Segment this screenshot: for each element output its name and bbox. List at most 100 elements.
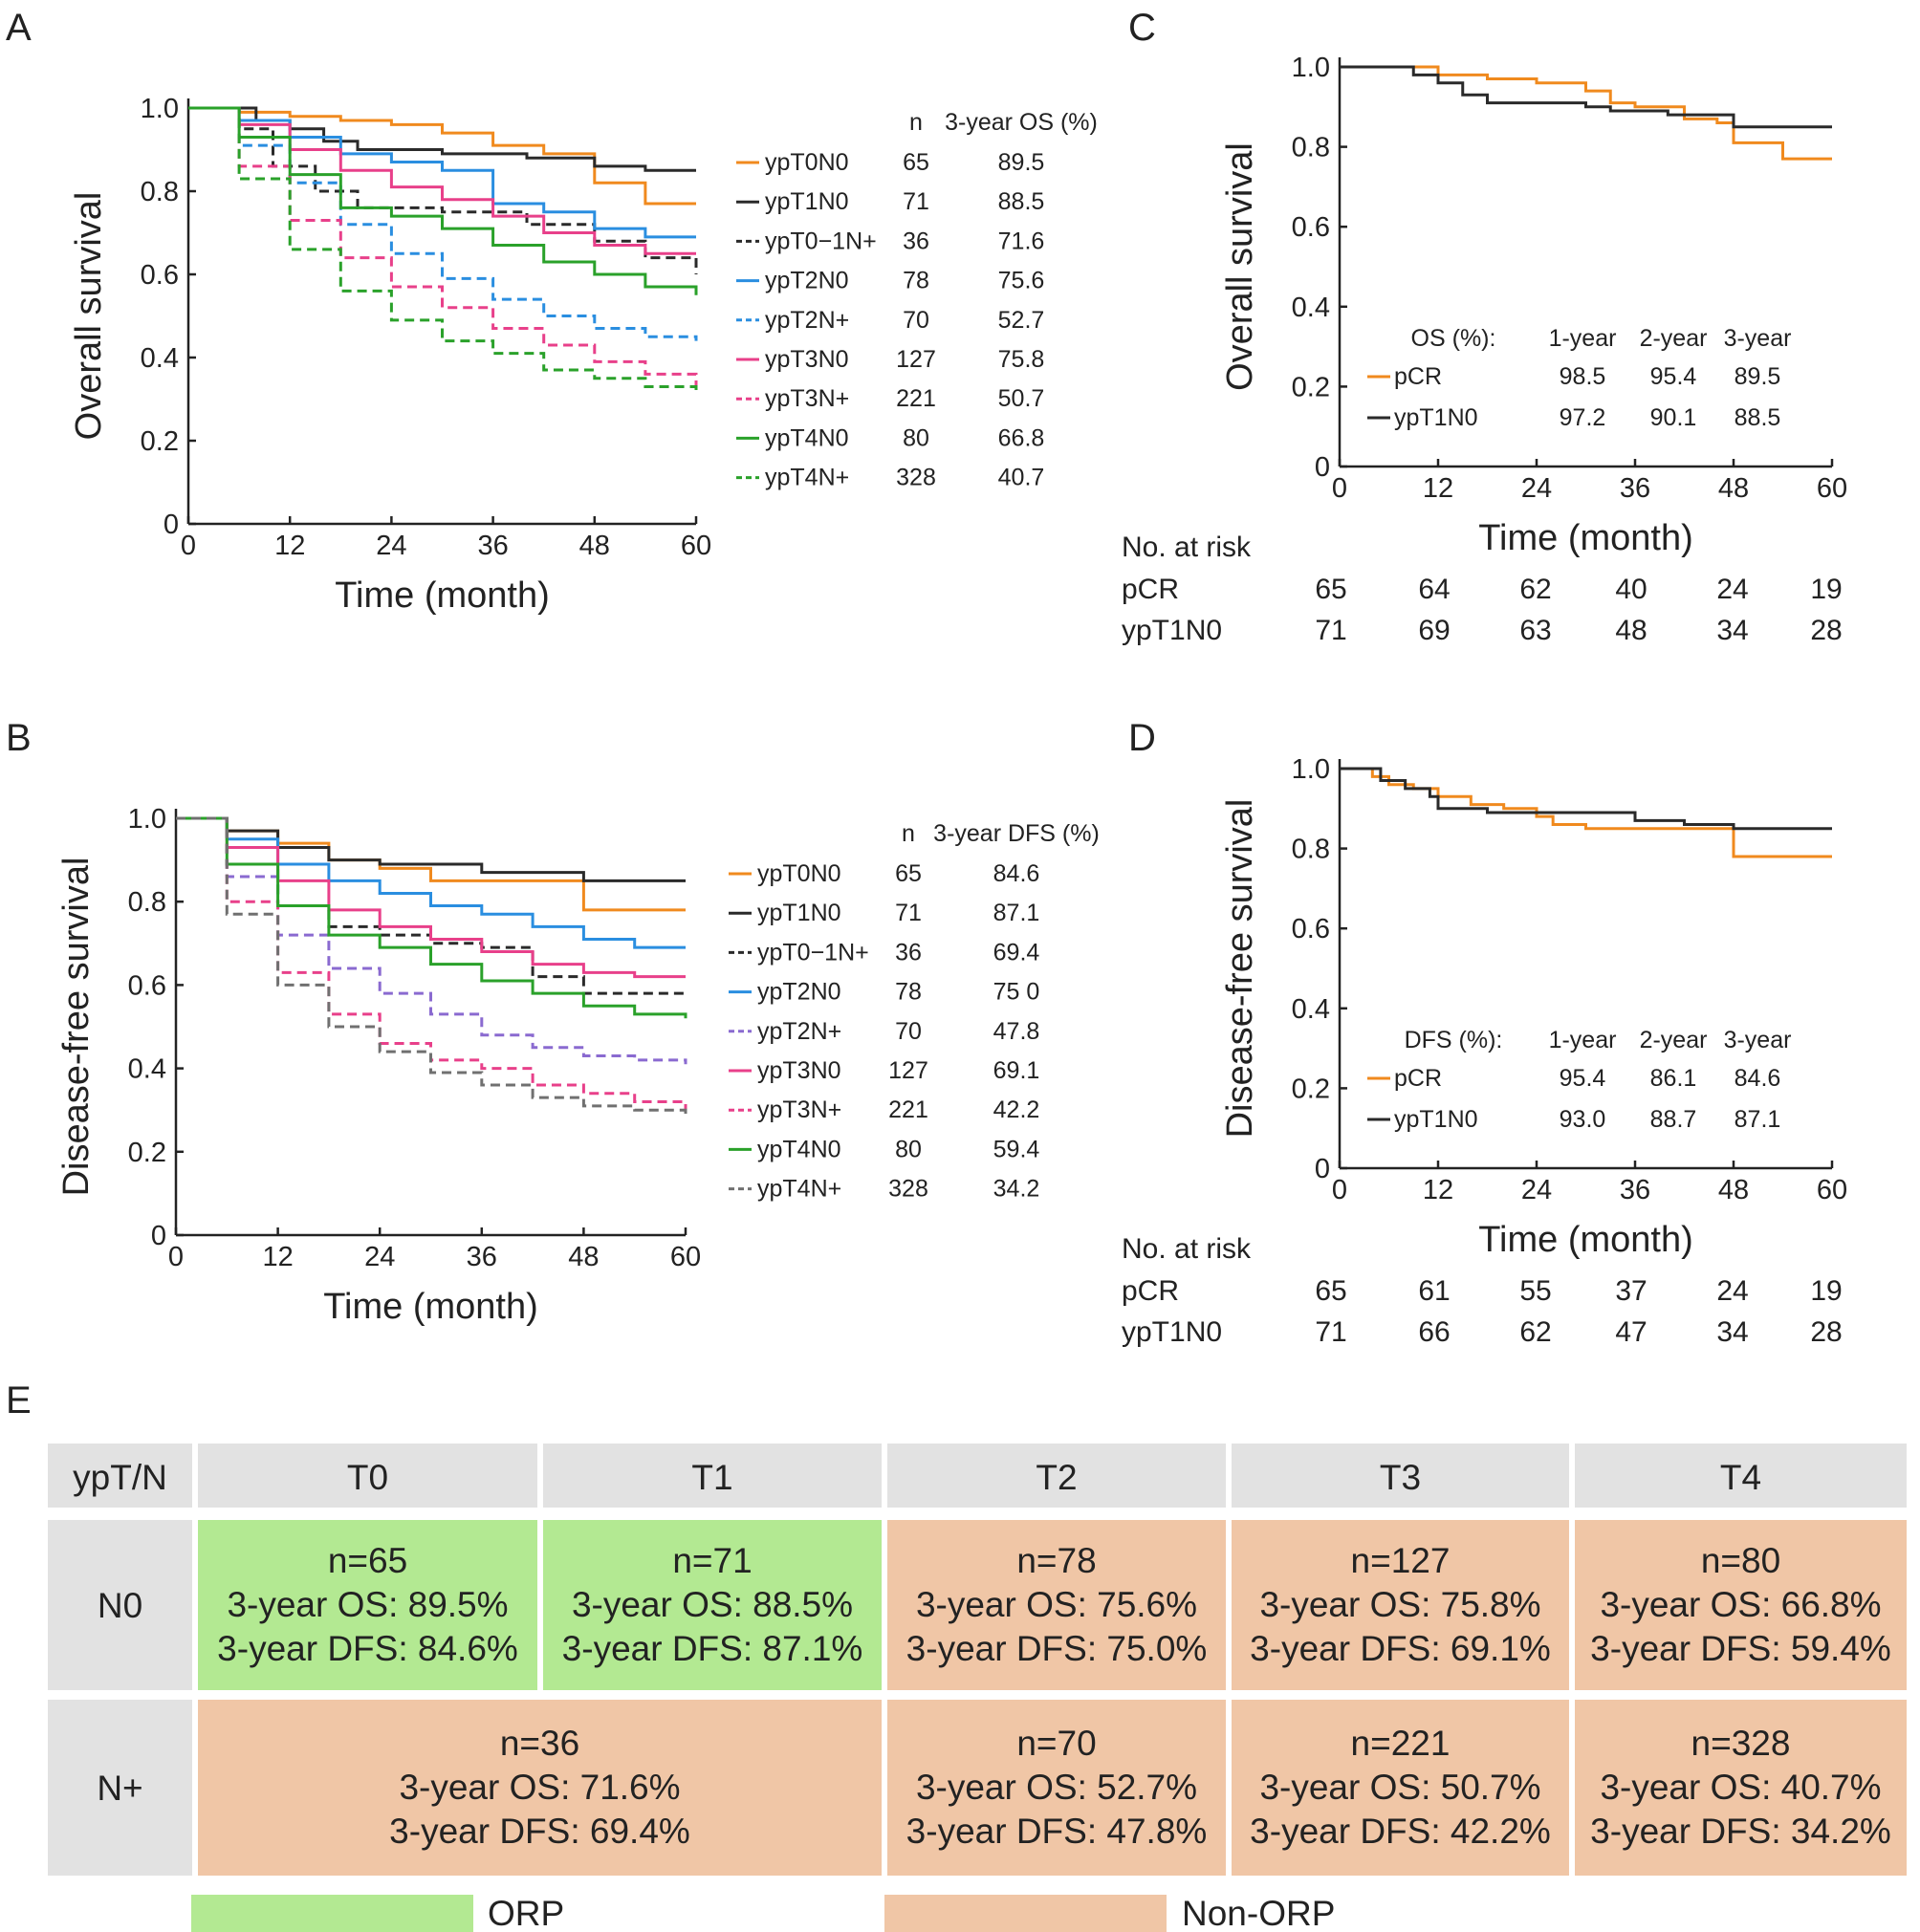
x-tick-label-d: 36 [1620,1175,1650,1205]
km-curve-b-ypt2n [176,816,687,1065]
cell-os: 3-year OS: 89.5% [227,1585,508,1624]
legend-n-a: 71 [903,188,929,215]
panel-label-b: B [6,717,32,759]
table-row-header-cell [48,1520,192,1690]
cell-n: n=221 [1351,1724,1451,1763]
risk-value-d: 28 [1810,1316,1842,1348]
cell-os: 3-year OS: 88.5% [572,1585,853,1624]
cell-n: n=78 [1016,1541,1096,1580]
legend-value-a: 66.8 [998,424,1045,451]
y-tick-label-c: 0 [1315,452,1330,483]
legend-n-a: 80 [903,424,929,451]
legend-name-a: ypT4N+ [765,465,849,491]
table-cell [1232,1700,1569,1876]
km-curve-a-ypt3n0 [188,106,696,255]
y-tick-label-b: 0.4 [128,1054,166,1085]
risk-value-c: 40 [1615,574,1647,605]
risk-value-d: 37 [1615,1275,1647,1307]
legend-n-b: 127 [888,1057,928,1084]
legend-n-b: 221 [888,1096,928,1123]
legend-name-b: ypT3N+ [757,1096,841,1123]
y-tick-label-a: 0 [164,510,179,540]
legend-value-a: 52.7 [998,307,1045,334]
y-tick-label-c: 0.2 [1292,372,1330,402]
table-cell [543,1520,882,1690]
legend-swatch-non-orp [884,1895,1167,1932]
legend-name-a: ypT3N+ [765,385,849,412]
legend-value-b: 34.2 [993,1176,1040,1203]
y-tick-label-d: 0.6 [1292,914,1330,944]
x-tick-label-c: 48 [1718,473,1749,504]
y-tick-label-b: 0 [151,1221,166,1251]
table-cell [887,1520,1226,1690]
legend-label-orp: ORP [488,1894,564,1932]
y-tick-label-a: 0.6 [141,260,179,291]
risk-value-d: 55 [1519,1275,1551,1307]
risk-row-label-c: ypT1N0 [1122,615,1222,646]
x-axis-label-b: Time (month) [323,1287,538,1327]
risk-value-d: 47 [1615,1316,1647,1348]
legend-value-b: 59.4 [993,1136,1040,1162]
y-tick-label-c: 0.6 [1292,212,1330,243]
risk-value-d: 62 [1519,1316,1551,1348]
km-curve-b-ypt4n [176,816,687,1115]
legend-n-a: 65 [903,149,929,176]
km-curve-a-ypt4n0 [188,106,698,295]
x-tick-label-c: 12 [1423,473,1453,504]
legend-name-b: ypT2N0 [757,979,841,1006]
panel-label-a: A [6,7,32,49]
legend-header-value-b: 3-year DFS (%) [933,820,1100,847]
legend-n-a: 221 [896,385,936,412]
legend-name-d: ypT1N0 [1394,1106,1478,1133]
legend-name-c: ypT1N0 [1394,404,1478,431]
y-tick-label-d: 0.8 [1292,835,1330,865]
x-tick-label-d: 48 [1718,1175,1749,1205]
x-tick-label-a: 24 [376,531,406,561]
x-axis-label-c: Time (month) [1478,518,1693,558]
x-axis-label-d: Time (month) [1478,1220,1693,1260]
stats-value-c: 97.2 [1560,404,1606,431]
risk-value-c: 63 [1519,615,1551,646]
legend-name-a: ypT0N0 [765,149,849,176]
table-header-label: T4 [1720,1458,1761,1497]
table-header-cell [1232,1444,1569,1508]
legend-value-b: 42.2 [993,1096,1040,1123]
legend-value-b: 47.8 [993,1018,1040,1045]
y-tick-label-c: 0.8 [1292,133,1330,163]
legend-name-b: ypT3N0 [757,1057,841,1084]
table-corner-cell [48,1444,192,1508]
y-tick-label-b: 0.8 [128,887,166,918]
stats-value-d: 86.1 [1650,1065,1697,1092]
risk-value-c: 28 [1810,615,1842,646]
stats-value-d: 84.6 [1735,1065,1781,1092]
table-header-cell [1575,1444,1907,1508]
legend-n-b: 80 [895,1136,922,1162]
x-tick-label-b: 0 [168,1242,184,1272]
stats-value-c: 90.1 [1650,404,1697,431]
y-tick-label-b: 0.2 [128,1138,166,1168]
risk-value-c: 48 [1615,615,1647,646]
risk-table-title-d: No. at risk [1122,1233,1252,1265]
y-tick-label-a: 0.4 [141,343,179,374]
cell-n: n=328 [1691,1724,1791,1763]
risk-value-d: 19 [1810,1275,1842,1307]
cell-dfs: 3-year DFS: 84.6% [217,1629,518,1668]
stats-header-d: 2-year [1640,1027,1708,1053]
risk-value-c: 69 [1418,615,1450,646]
cell-n: n=70 [1016,1724,1096,1763]
risk-value-d: 24 [1716,1275,1748,1307]
risk-row-label-c: pCR [1122,574,1179,605]
risk-value-d: 65 [1315,1275,1346,1307]
y-tick-label-b: 0.6 [128,970,166,1001]
risk-value-d: 34 [1716,1316,1748,1348]
legend-value-b: 75 0 [993,979,1040,1006]
panel-label-d: D [1128,717,1156,759]
legend-name-a: ypT0−1N+ [765,228,877,254]
km-curve-a-ypt0n0 [188,106,696,206]
table-cell [887,1700,1226,1876]
table-row-header-cell [48,1700,192,1876]
km-curve-b-ypt1n0 [176,816,686,882]
legend-value-a: 75.8 [998,346,1045,373]
y-tick-label-c: 0.4 [1292,293,1330,323]
x-tick-label-c: 24 [1521,473,1552,504]
